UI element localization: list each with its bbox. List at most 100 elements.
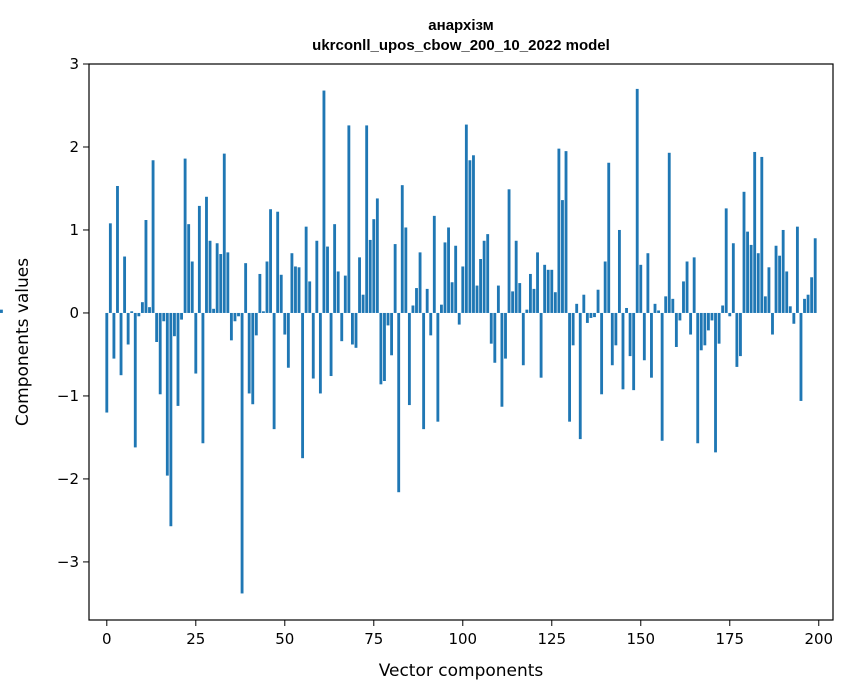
bar-15 <box>158 312 162 395</box>
chart-title: анархізм <box>428 17 493 34</box>
bar-129 <box>564 151 568 313</box>
bar-124 <box>546 269 550 313</box>
bar-159 <box>671 298 675 313</box>
bar-37 <box>237 312 240 317</box>
bar-35 <box>229 312 233 341</box>
bar-75 <box>372 219 376 313</box>
bar-81 <box>393 244 397 313</box>
bar-27 <box>201 312 205 444</box>
bar-25 <box>194 312 198 374</box>
bar-79 <box>386 312 390 326</box>
bar-140 <box>603 261 607 313</box>
bar-26 <box>197 205 201 313</box>
bar-111 <box>500 312 504 407</box>
bar-39 <box>244 263 248 313</box>
bar-57 <box>308 281 312 313</box>
bar-128 <box>561 200 564 313</box>
bar-23 <box>187 224 191 313</box>
bar-115 <box>514 240 518 313</box>
bar-62 <box>326 246 329 313</box>
bar-56 <box>304 226 308 313</box>
bar-156 <box>660 312 664 441</box>
bar-10 <box>140 302 144 313</box>
bar-19 <box>173 312 176 337</box>
bar-36 <box>233 312 237 322</box>
bar-33 <box>222 153 226 313</box>
bar-149 <box>635 88 639 313</box>
bar-60 <box>318 312 322 394</box>
bar-20 <box>176 312 180 406</box>
bar-146 <box>625 307 628 313</box>
chart-subtitle: ukrconll_upos_cbow_200_10_2022 model <box>312 37 610 54</box>
bar-1 <box>108 223 112 313</box>
bar-66 <box>340 312 344 342</box>
bar-32 <box>219 254 223 313</box>
bar-76 <box>375 198 379 313</box>
bar-51 <box>286 312 290 368</box>
bar-6 <box>126 312 130 345</box>
bar-119 <box>528 273 532 313</box>
bar-163 <box>685 261 689 313</box>
bar-97 <box>450 282 454 313</box>
bar-197 <box>806 294 810 313</box>
bar-100 <box>461 266 465 313</box>
bar-47 <box>272 312 276 430</box>
x-tick-label-200: 200 <box>804 630 833 648</box>
bar-186 <box>767 267 771 313</box>
bar-194 <box>795 226 799 313</box>
bar-24 <box>190 261 194 313</box>
bar-77 <box>379 312 383 385</box>
bar-166 <box>696 312 700 444</box>
bar-104 <box>475 285 479 313</box>
bar-108 <box>489 312 493 344</box>
bar-193 <box>792 312 796 324</box>
bar-17 <box>165 312 169 476</box>
bar-91 <box>429 312 433 336</box>
bar-70 <box>354 312 358 348</box>
bar-29 <box>208 240 212 313</box>
bar-48 <box>276 211 280 313</box>
bar-175 <box>728 312 732 317</box>
bar-22 <box>183 158 187 313</box>
bar-8 <box>133 312 137 448</box>
bar-188 <box>774 245 778 313</box>
bar-4 <box>119 312 123 376</box>
bar-126 <box>553 292 557 313</box>
bar-162 <box>682 281 685 313</box>
bar-40 <box>247 312 251 394</box>
bar-143 <box>614 312 618 346</box>
bar-98 <box>454 245 458 313</box>
bar-65 <box>336 271 340 313</box>
bar-150 <box>639 264 643 313</box>
bar-174 <box>724 208 728 313</box>
bar-171 <box>714 312 717 453</box>
bar-182 <box>753 151 757 313</box>
bar-18 <box>169 312 173 527</box>
bar-132 <box>575 303 579 313</box>
bar-7 <box>130 311 134 313</box>
bar-83 <box>400 185 404 313</box>
bar-183 <box>756 253 760 313</box>
bar-64 <box>333 224 337 313</box>
bar-undefined <box>0 309 3 313</box>
bar-12 <box>148 307 151 313</box>
bar-184 <box>760 156 764 313</box>
x-axis-ticks: 0 25 50 75 100 125 150 175 200 <box>102 620 833 648</box>
bar-49 <box>279 274 283 313</box>
bar-58 <box>311 312 315 379</box>
bar-196 <box>803 298 806 313</box>
bar-101 <box>464 124 468 313</box>
bar-52 <box>290 253 294 313</box>
bar-169 <box>706 312 710 331</box>
bar-67 <box>343 275 347 313</box>
bar-59 <box>315 240 319 313</box>
bar-133 <box>578 312 582 440</box>
bar-160 <box>674 312 678 347</box>
bar-136 <box>589 312 593 318</box>
bar-137 <box>593 312 596 318</box>
bar-38 <box>240 312 244 594</box>
bar-28 <box>205 196 208 313</box>
bar-55 <box>301 312 305 459</box>
bar-155 <box>657 310 660 313</box>
bar-167 <box>699 312 703 351</box>
